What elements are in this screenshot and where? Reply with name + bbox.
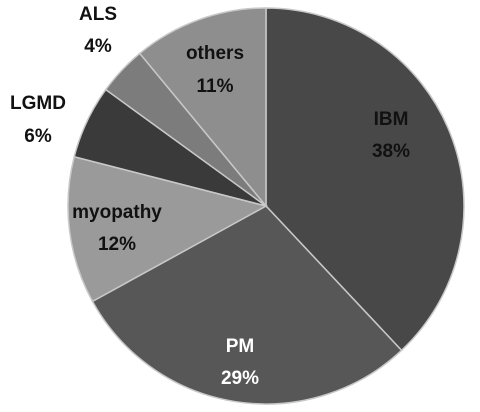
slice-value-als: 4%: [84, 36, 112, 57]
label-als: ALS 4%: [79, 4, 117, 57]
pie-slice-others: [138, 7, 267, 209]
label-lgmd: LGMD 6%: [10, 93, 66, 147]
pie-slices: [67, 7, 465, 405]
label-pm: PM 29%: [221, 336, 259, 389]
slice-value-myopathy: 12%: [98, 234, 136, 255]
pie-slice-ibm: [265, 7, 465, 352]
slice-label-als: ALS: [79, 4, 117, 25]
slice-label-others: others: [186, 43, 244, 64]
slice-value-lgmd: 6%: [24, 126, 52, 147]
slice-value-others: 11%: [197, 76, 234, 97]
pie-slice-myopathy: [67, 155, 269, 303]
slice-label-myopathy: myopathy: [72, 202, 162, 223]
slice-value-ibm: 38%: [372, 141, 410, 162]
label-ibm: IBM 38%: [372, 109, 410, 162]
slice-value-pm: 29%: [221, 368, 259, 389]
slice-label-ibm: IBM: [374, 109, 409, 130]
pie-slice-pm: [91, 205, 403, 405]
slice-label-lgmd: LGMD: [10, 93, 66, 114]
label-myopathy: myopathy 12%: [72, 202, 162, 255]
slice-label-pm: PM: [226, 336, 255, 357]
label-others: others 11%: [186, 43, 244, 97]
